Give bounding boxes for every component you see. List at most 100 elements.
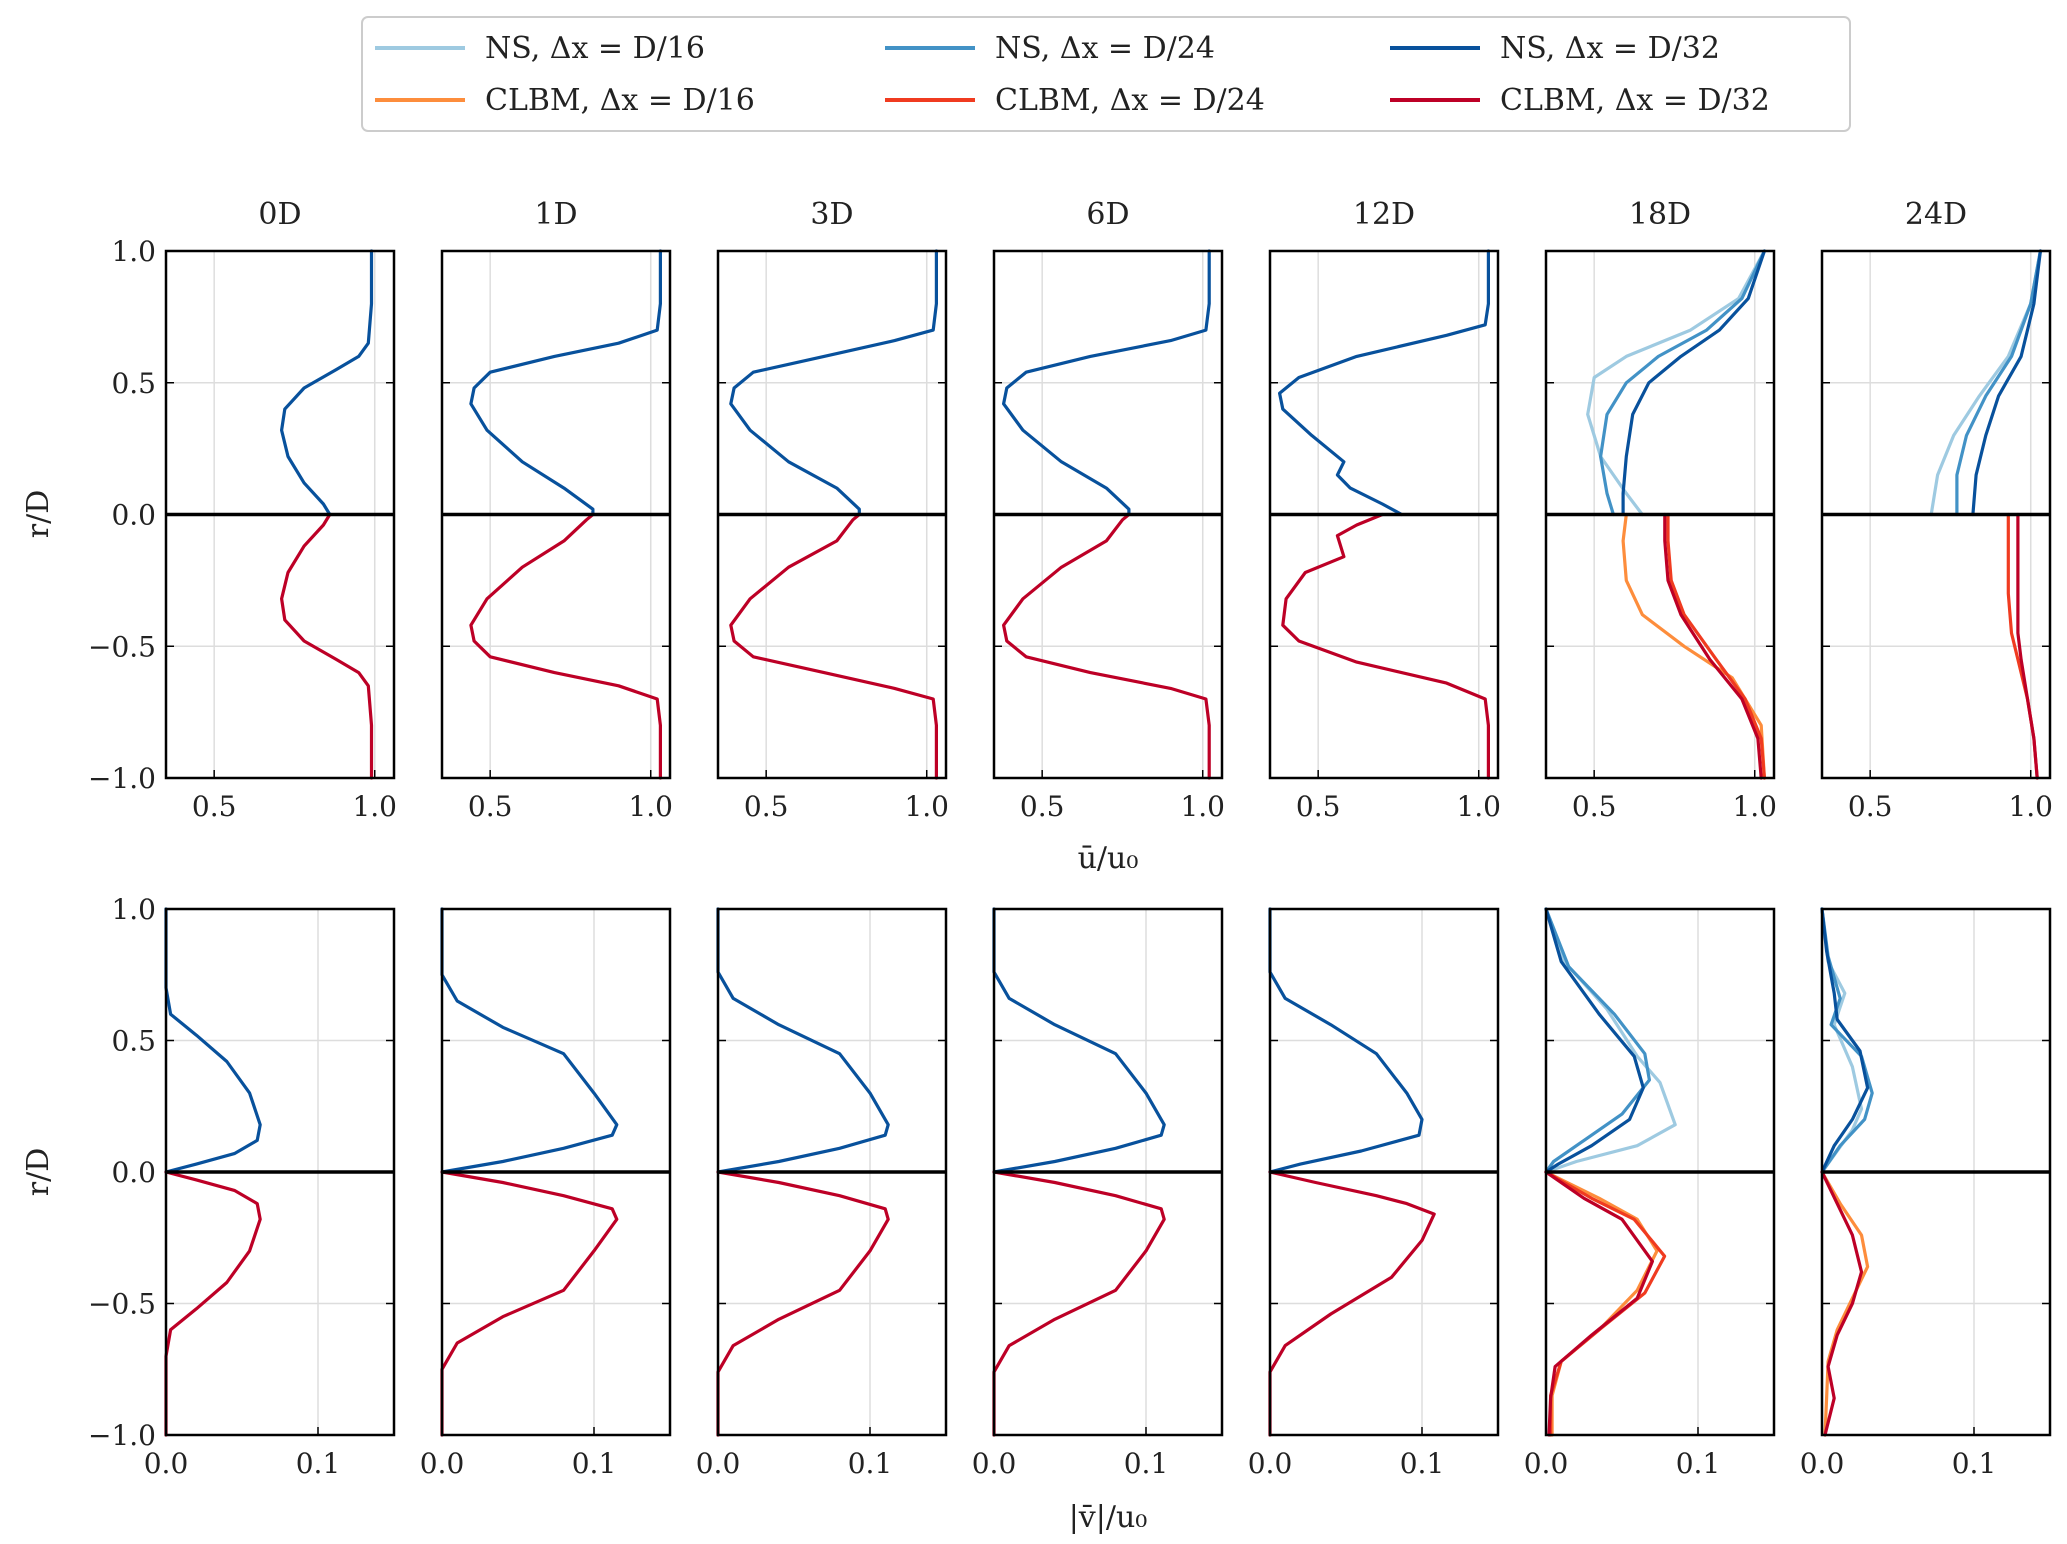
column-title-3D: 3D xyxy=(810,197,853,232)
u-xtick-label: 1.0 xyxy=(628,790,673,823)
u-panel-12D: 0.5 1.0 12D xyxy=(1268,197,1501,823)
v-series-ns-32 xyxy=(164,907,262,1174)
v-xtick-label: 0.1 xyxy=(1400,1447,1445,1480)
v-panel-24D: 0.0 0.1 xyxy=(1800,907,2052,1480)
u-xtick-label: 1.0 xyxy=(1180,790,1225,823)
u-xtick-label: 1.0 xyxy=(1456,790,1501,823)
u-panel-0D: 0.5 1.0 1.0 0.5 0.0 −0.5 −1.0 0D xyxy=(88,197,397,823)
u-series-clbm-32 xyxy=(469,512,663,780)
v-panel-18D: 0.0 0.1 xyxy=(1524,907,1776,1480)
u-series-ns-32 xyxy=(469,249,663,517)
column-title-24D: 24D xyxy=(1905,197,1967,232)
u-series-clbm-32 xyxy=(1281,512,1491,780)
column-title-1D: 1D xyxy=(534,197,577,232)
v-xtick-label: 0.0 xyxy=(144,1447,189,1480)
v-ytick-label: 0.5 xyxy=(111,1025,156,1058)
v-series-clbm-32 xyxy=(164,1170,262,1437)
v-series-clbm-32 xyxy=(992,1170,1166,1437)
u-xtick-label: 1.0 xyxy=(1732,790,1777,823)
v-panel-1D: 0.0 0.1 xyxy=(420,907,672,1480)
column-title-18D: 18D xyxy=(1629,197,1691,232)
lower-ylabel: r/D xyxy=(21,1148,56,1197)
u-xtick-label: 0.5 xyxy=(192,790,237,823)
u-series-clbm-16 xyxy=(1621,512,1767,780)
v-series-ns-32 xyxy=(1544,907,1645,1174)
v-series-clbm-32 xyxy=(1268,1170,1436,1437)
v-series-clbm-32 xyxy=(716,1170,890,1437)
u-series-clbm-32 xyxy=(1001,512,1211,780)
v-xtick-label: 0.0 xyxy=(1524,1447,1569,1480)
u-series-clbm-32 xyxy=(729,512,939,780)
v-series-clbm-32 xyxy=(440,1170,619,1437)
legend-label-clbm-24: CLBM, Δx = D/24 xyxy=(995,83,1265,118)
v-series-ns-24 xyxy=(1544,907,1652,1174)
v-panel-12D: 0.0 0.1 xyxy=(1248,907,1500,1480)
v-xtick-label: 0.1 xyxy=(848,1447,893,1480)
u-xtick-label: 0.5 xyxy=(468,790,513,823)
panels: 0.5 1.0 1.0 0.5 0.0 −0.5 −1.0 0D 0.5 1.0 1D 0.5 1.0 3… xyxy=(88,197,2053,1480)
v-xtick-label: 0.1 xyxy=(572,1447,617,1480)
v-series-ns-32 xyxy=(716,907,890,1174)
v-panel-6D: 0.0 0.1 xyxy=(972,907,1224,1480)
v-xtick-label: 0.1 xyxy=(1952,1447,1997,1480)
v-xtick-label: 0.1 xyxy=(1124,1447,1169,1480)
v-xtick-label: 0.0 xyxy=(972,1447,1017,1480)
legend-frame xyxy=(361,16,1851,132)
column-title-0D: 0D xyxy=(258,197,301,232)
column-title-6D: 6D xyxy=(1086,197,1129,232)
v-xtick-label: 0.1 xyxy=(1676,1447,1721,1480)
lower-xlabel: |v̄|/u₀ xyxy=(1069,1500,1148,1535)
u-ytick-label: −0.5 xyxy=(88,630,156,663)
u-series-clbm-32 xyxy=(1663,512,1763,780)
column-title-12D: 12D xyxy=(1353,197,1415,232)
u-panel-3D: 0.5 1.0 3D xyxy=(716,197,949,823)
u-series-clbm-32 xyxy=(280,512,374,780)
u-series-clbm-32 xyxy=(2016,512,2039,780)
v-xtick-label: 0.0 xyxy=(1800,1447,1845,1480)
u-panel-6D: 0.5 1.0 6D xyxy=(992,197,1225,823)
legend-label-clbm-16: CLBM, Δx = D/16 xyxy=(485,83,755,118)
u-series-ns-32 xyxy=(280,249,374,517)
v-xtick-label: 0.0 xyxy=(696,1447,741,1480)
u-series-ns-32 xyxy=(1277,249,1491,517)
u-xtick-label: 0.5 xyxy=(744,790,789,823)
u-xtick-label: 0.5 xyxy=(1572,790,1617,823)
v-xtick-label: 0.0 xyxy=(420,1447,465,1480)
u-panel-1D: 0.5 1.0 1D xyxy=(440,197,673,823)
v-series-ns-32 xyxy=(992,907,1166,1174)
u-ytick-label: 0.5 xyxy=(111,367,156,400)
u-ytick-label: 0.0 xyxy=(111,499,156,532)
v-series-ns-32 xyxy=(1820,907,1870,1174)
v-panel-3D: 0.0 0.1 xyxy=(696,907,948,1480)
legend-label-clbm-32: CLBM, Δx = D/32 xyxy=(1500,83,1770,118)
upper-ylabel: r/D xyxy=(21,490,56,539)
v-ytick-label: −0.5 xyxy=(88,1288,156,1321)
u-panel-24D: 0.5 1.0 24D xyxy=(1820,197,2053,823)
u-panel-18D: 0.5 1.0 18D xyxy=(1544,197,1777,823)
v-ytick-label: 0.0 xyxy=(111,1156,156,1189)
u-xtick-label: 1.0 xyxy=(904,790,949,823)
u-series-ns-32 xyxy=(729,249,939,517)
v-series-ns-32 xyxy=(1268,907,1424,1174)
v-xtick-label: 0.1 xyxy=(296,1447,341,1480)
u-xtick-label: 0.5 xyxy=(1296,790,1341,823)
legend-label-ns-16: NS, Δx = D/16 xyxy=(485,31,705,66)
u-series-ns-24 xyxy=(1955,249,2043,517)
u-xtick-label: 0.5 xyxy=(1020,790,1065,823)
u-xtick-label: 0.5 xyxy=(1848,790,1893,823)
u-series-clbm-24 xyxy=(1666,512,1767,780)
u-series-ns-16 xyxy=(1586,249,1767,517)
legend-label-ns-24: NS, Δx = D/24 xyxy=(995,31,1215,66)
v-xtick-label: 0.0 xyxy=(1248,1447,1293,1480)
u-series-ns-32 xyxy=(1971,249,2043,517)
legend-label-ns-32: NS, Δx = D/32 xyxy=(1500,31,1720,66)
u-series-ns-32 xyxy=(1001,249,1211,517)
v-ytick-label: −1.0 xyxy=(88,1419,156,1452)
u-series-ns-32 xyxy=(1621,249,1767,517)
u-ytick-label: 1.0 xyxy=(111,235,156,268)
u-ytick-label: −1.0 xyxy=(88,762,156,795)
v-panel-0D: 0.0 0.1 1.0 0.5 0.0 −0.5 −1.0 xyxy=(88,893,396,1480)
v-series-ns-32 xyxy=(440,907,619,1174)
v-ytick-label: 1.0 xyxy=(111,893,156,926)
